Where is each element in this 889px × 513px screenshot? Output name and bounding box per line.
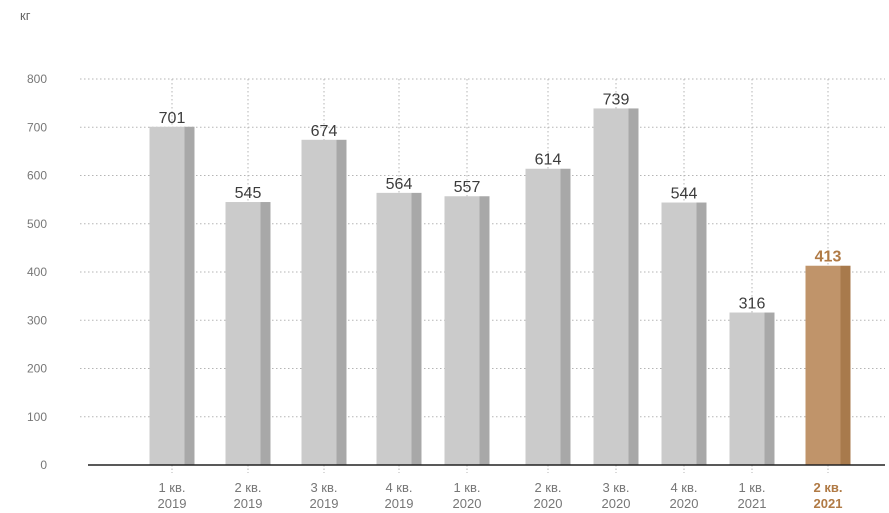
bar: [729, 312, 775, 465]
bar-front: [149, 126, 185, 465]
x-tick-label: 1 кв. 2021: [738, 480, 767, 511]
x-tick-label: 3 кв. 2020: [602, 480, 631, 511]
bar-front: [376, 192, 412, 465]
bar-front: [729, 312, 765, 465]
x-tick-label: 3 кв. 2019: [310, 480, 339, 511]
bar-front: [593, 108, 629, 466]
value-label: 544: [671, 186, 698, 203]
bar: [593, 108, 639, 466]
bar-side: [560, 168, 571, 465]
bar: [149, 126, 195, 465]
bar-front: [444, 196, 480, 465]
bar: [301, 139, 347, 466]
bar-front: [225, 202, 261, 465]
bar-side: [411, 192, 422, 465]
y-tick-label: 400: [27, 265, 47, 279]
bars: [149, 108, 851, 466]
value-label: 701: [159, 110, 186, 127]
y-unit-label: кг: [20, 8, 31, 23]
bar: [444, 196, 490, 465]
y-tick-label: 500: [27, 217, 47, 231]
value-labels: 701 545 674 564 557 614 739 544 316 413: [159, 91, 842, 312]
x-axis-ticks: 1 кв. 2019 2 кв. 2019 3 кв. 2019 4 кв. 2019 1 кв…: [158, 465, 843, 511]
bar-side: [696, 202, 707, 465]
bar-side: [479, 196, 490, 465]
bar: [376, 192, 422, 465]
bar-side: [260, 202, 271, 465]
x-tick-label: 1 кв. 2019: [158, 480, 187, 511]
x-tick-label: 4 кв. 2020: [670, 480, 699, 511]
bar-side: [764, 312, 775, 465]
y-axis-ticks: 0 100 200 300 400 500 600 700 800: [27, 72, 47, 472]
bar: [661, 202, 707, 465]
value-label: 316: [739, 296, 766, 313]
value-label: 614: [535, 152, 562, 169]
bar-side: [336, 139, 347, 466]
bar-side: [628, 108, 639, 466]
y-tick-label: 100: [27, 410, 47, 424]
x-tick-label: 2 кв. 2020: [534, 480, 563, 511]
x-tick-label: 1 кв. 2020: [453, 480, 482, 511]
bar-side: [184, 126, 195, 465]
value-label: 674: [311, 123, 338, 140]
value-label: 564: [386, 176, 413, 193]
bar: [525, 168, 571, 465]
bar: [805, 265, 851, 465]
y-tick-label: 0: [40, 458, 47, 472]
y-tick-label: 700: [27, 120, 47, 134]
y-tick-label: 200: [27, 362, 47, 376]
y-tick-label: 600: [27, 169, 47, 183]
bar: [225, 202, 271, 465]
bar-front: [661, 202, 697, 465]
x-tick-label: 2 кв. 2021: [814, 480, 843, 511]
value-label: 557: [454, 179, 481, 196]
value-label: 739: [603, 91, 630, 108]
bar-front: [805, 265, 841, 465]
bar-side: [840, 265, 851, 465]
x-tick-label: 4 кв. 2019: [385, 480, 414, 511]
y-tick-label: 300: [27, 313, 47, 327]
bar-front: [301, 139, 337, 466]
bar-front: [525, 168, 561, 465]
x-tick-label: 2 кв. 2019: [234, 480, 263, 511]
value-label: 413: [815, 249, 842, 266]
y-tick-label: 800: [27, 72, 47, 86]
value-label: 545: [235, 185, 262, 202]
